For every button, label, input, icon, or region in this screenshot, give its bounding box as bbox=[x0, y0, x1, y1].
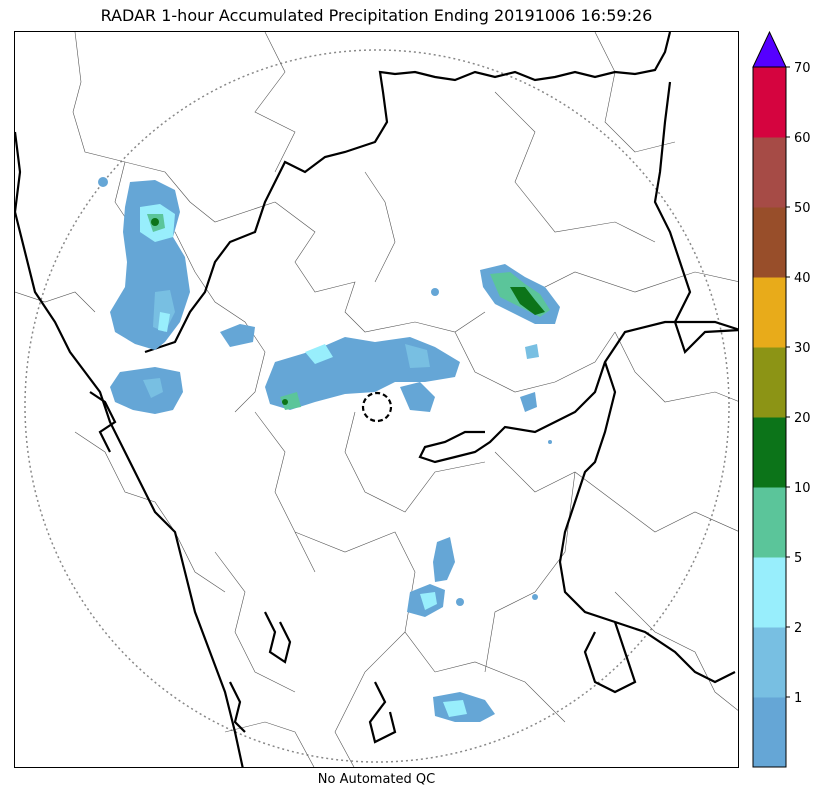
colorbar-segment bbox=[753, 137, 786, 208]
colorbar-tick-label: 70 bbox=[794, 61, 811, 76]
radar-range-ring bbox=[24, 49, 730, 763]
precip-cell-northwest bbox=[110, 180, 190, 350]
colorbar-segment bbox=[753, 277, 786, 348]
colorbar-segment bbox=[753, 697, 786, 768]
colorbar-tick-label: 20 bbox=[794, 411, 811, 426]
colorbar-tick-label: 2 bbox=[794, 621, 802, 636]
state-boundaries bbox=[15, 32, 738, 767]
colorbar-segment bbox=[753, 627, 786, 698]
precip-band-central bbox=[220, 324, 460, 412]
colorbar-tick-label: 30 bbox=[794, 341, 811, 356]
precip-cell-south bbox=[407, 537, 495, 722]
colorbar-tick-label: 1 bbox=[794, 691, 802, 706]
radar-site-marker bbox=[361, 391, 393, 423]
colorbar-segment bbox=[753, 557, 786, 628]
colorbar-segment bbox=[753, 67, 786, 138]
colorbar-tick-label: 60 bbox=[794, 131, 811, 146]
colorbar-segment bbox=[753, 347, 786, 418]
precip-cell-northeast bbox=[480, 264, 560, 412]
precip-scattered-small bbox=[98, 177, 552, 606]
district-boundaries bbox=[15, 32, 738, 767]
map-canvas bbox=[15, 32, 738, 767]
colorbar-segment bbox=[753, 487, 786, 558]
colorbar-tick-label: 10 bbox=[794, 481, 811, 496]
colorbar-segment bbox=[753, 417, 786, 488]
qc-label: No Automated QC bbox=[317, 772, 436, 787]
colorbar-tick-label: 5 bbox=[794, 551, 802, 566]
chart-title: RADAR 1-hour Accumulated Precipitation E… bbox=[100, 6, 653, 25]
colorbar-tick-label: 50 bbox=[794, 201, 811, 216]
radar-map bbox=[14, 31, 739, 768]
colorbar-extend-arrow bbox=[752, 30, 787, 68]
colorbar-segment bbox=[753, 207, 786, 278]
precip-cell-west-coast bbox=[110, 367, 183, 414]
colorbar: 1 2 5 10 20 30 40 50 60 70 bbox=[740, 30, 825, 770]
colorbar-tick-label: 40 bbox=[794, 271, 811, 286]
colorbar-graphic: 1 2 5 10 20 30 40 50 60 70 bbox=[752, 30, 811, 768]
